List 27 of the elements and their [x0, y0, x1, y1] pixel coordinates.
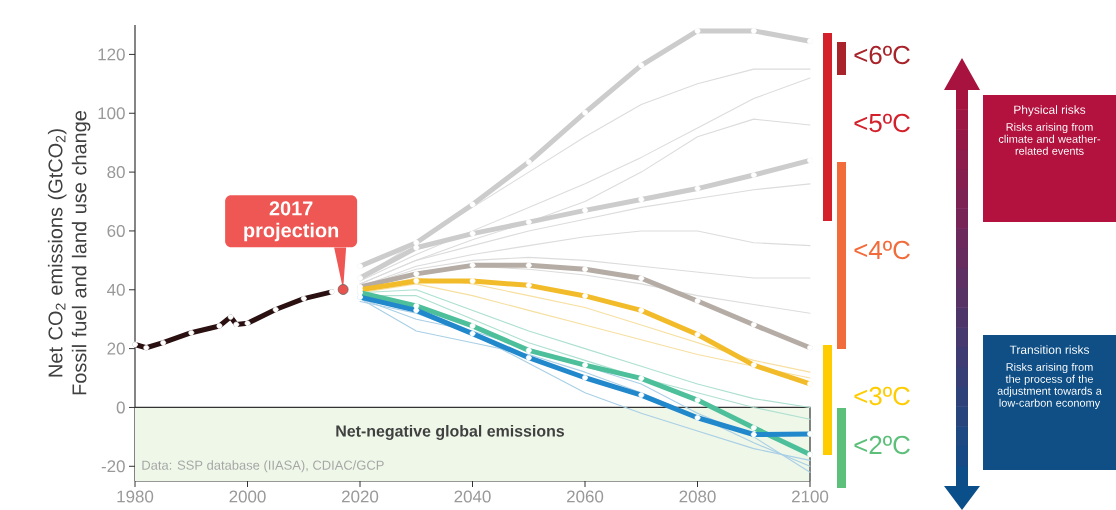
y-tick-label: 0 — [116, 401, 125, 414]
x-tick-label: 2060 — [567, 490, 604, 503]
x-tick-label: 2040 — [454, 490, 491, 503]
y-tick-label: 80 — [107, 166, 125, 179]
y-tick-label: 120 — [98, 48, 125, 61]
text: Risks arising from climate and weather-related events — [998, 122, 1101, 155]
y-tick-label: 100 — [98, 107, 125, 120]
band-label: Net-negative global emissions — [336, 425, 565, 440]
text: Physical risks — [1014, 105, 1086, 117]
text: <4ºC — [854, 240, 910, 260]
x-tick-label: 1980 — [117, 490, 154, 503]
y-tick-label: 20 — [107, 342, 125, 355]
text: <3ºC — [854, 386, 910, 406]
x-tick-label: 2100 — [792, 490, 829, 503]
text: Risks arising from the process of the adjustment towards a low-carbon economy — [997, 362, 1102, 409]
annotation: Data: SSP database (IIASA), CDIAC/GCP — [142, 460, 384, 473]
x-tick-label: 2020 — [342, 490, 379, 503]
text: <5ºC — [854, 113, 910, 133]
annotation: 2017 projection — [244, 201, 339, 242]
y-tick-label: 40 — [107, 283, 125, 296]
text: Transition risks — [1009, 345, 1090, 354]
y-tick-label: -20 — [101, 460, 125, 473]
x-tick-label: 2000 — [229, 490, 266, 503]
y-tick-label: 60 — [107, 224, 125, 237]
text: <2ºC — [854, 435, 910, 455]
text: <6ºC — [854, 45, 910, 65]
x-tick-label: 2080 — [679, 490, 716, 503]
